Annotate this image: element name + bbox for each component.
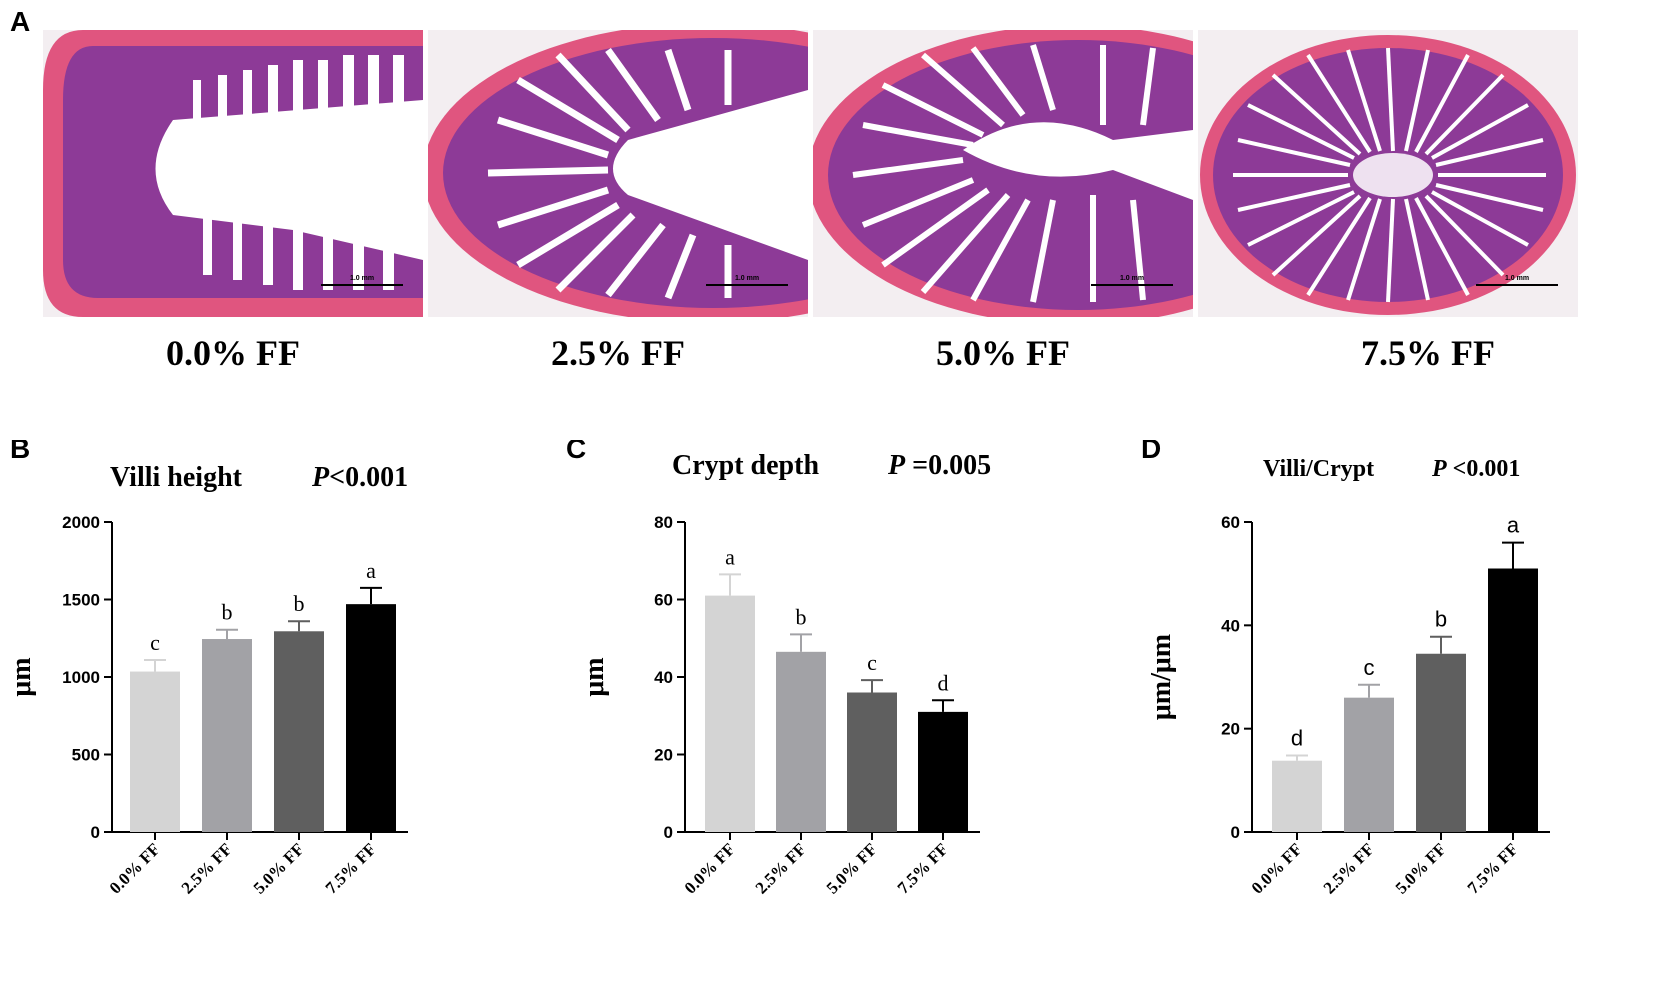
panel-letter-a: A (10, 6, 31, 37)
y-tick-label: 1000 (62, 668, 100, 687)
significance-letter: d (1291, 726, 1303, 751)
scale-bar-label: 1.0 mm (350, 275, 374, 282)
bar (1488, 568, 1538, 832)
x-tick-label: 0.0% FF (1248, 839, 1306, 897)
significance-letter: c (1364, 655, 1375, 680)
p-value-label: P<0.001 (311, 462, 408, 493)
y-tick-label: 0 (91, 823, 100, 842)
y-tick-label: 20 (654, 746, 673, 765)
micrograph-2-5-ff: 1.0 mm (428, 30, 808, 317)
chart-title: Crypt depth (672, 450, 819, 481)
significance-letter: c (867, 650, 877, 675)
x-tick-label: 5.0% FF (250, 839, 308, 897)
x-tick-label: 2.5% FF (178, 839, 236, 897)
y-axis-label: μm/μm (1146, 634, 1177, 720)
p-symbol: P (311, 462, 330, 493)
bar (847, 692, 897, 832)
significance-letter: d (938, 670, 949, 695)
x-tick-label: 7.5% FF (1464, 839, 1522, 897)
x-tick-label: 7.5% FF (322, 839, 380, 897)
significance-letter: a (366, 558, 376, 583)
p-symbol: P (1431, 456, 1447, 482)
micrograph-5-0-ff: 1.0 mm (813, 30, 1193, 317)
bar (346, 604, 396, 832)
significance-letter: a (1507, 513, 1520, 538)
x-tick-label: 2.5% FF (752, 839, 810, 897)
bar (202, 639, 252, 832)
y-tick-label: 80 (654, 513, 673, 532)
bar (918, 711, 968, 832)
chart-title: Villi/Crypt (1263, 456, 1374, 482)
y-tick-label: 0 (664, 823, 673, 842)
scale-bar-label: 1.0 mm (735, 275, 759, 282)
panel-letter: C (566, 440, 586, 464)
y-tick-label: 40 (1221, 616, 1240, 635)
bar (1272, 760, 1322, 832)
bar (1416, 653, 1466, 832)
micrograph-0-0-ff: 1.0 mm (43, 30, 423, 317)
significance-letter: a (725, 544, 735, 569)
x-tick-label: 0.0% FF (681, 839, 739, 897)
p-value: <0.001 (329, 462, 408, 493)
bar (274, 631, 324, 832)
scale-bar-label: 1.0 mm (1120, 275, 1144, 282)
y-tick-label: 0 (1231, 823, 1240, 842)
significance-letter: b (222, 600, 233, 625)
chart-title: Villi height (110, 462, 243, 493)
p-value: =0.005 (905, 450, 991, 481)
micrograph-7-5-ff: 1.0 mm (1198, 30, 1578, 317)
x-tick-label: 5.0% FF (1392, 839, 1450, 897)
y-axis-label: μm (6, 657, 37, 696)
y-tick-label: 20 (1221, 720, 1240, 739)
bar (705, 595, 755, 832)
significance-letter: b (294, 591, 305, 616)
p-value-label: P <0.001 (1431, 456, 1520, 482)
bar (1344, 697, 1394, 832)
y-tick-label: 1500 (62, 591, 100, 610)
p-value: <0.001 (1447, 456, 1521, 482)
p-value-label: P =0.005 (887, 450, 991, 481)
panel-letter: D (1141, 440, 1161, 464)
x-tick-label: 5.0% FF (823, 839, 881, 897)
x-tick-label: 7.5% FF (894, 839, 952, 897)
significance-letter: b (796, 604, 807, 629)
x-tick-label: 0.0% FF (106, 839, 164, 897)
bar (130, 671, 180, 832)
micrograph-label: 0.0% FF (166, 333, 300, 373)
micrograph-label: 7.5% FF (1361, 333, 1495, 373)
micrograph-label: 2.5% FF (551, 333, 685, 373)
panel-letter: B (10, 440, 30, 464)
significance-letter: c (150, 630, 160, 655)
scale-bar-label: 1.0 mm (1505, 275, 1529, 282)
y-tick-label: 40 (654, 668, 673, 687)
y-tick-label: 500 (72, 746, 100, 765)
y-tick-label: 2000 (62, 513, 100, 532)
micrograph-label: 5.0% FF (936, 333, 1070, 373)
x-tick-label: 2.5% FF (1320, 839, 1378, 897)
y-tick-label: 60 (1221, 513, 1240, 532)
y-tick-label: 60 (654, 591, 673, 610)
y-axis-label: μm (579, 657, 610, 696)
p-symbol: P (887, 450, 906, 481)
bar (776, 651, 826, 832)
significance-letter: b (1435, 607, 1447, 632)
